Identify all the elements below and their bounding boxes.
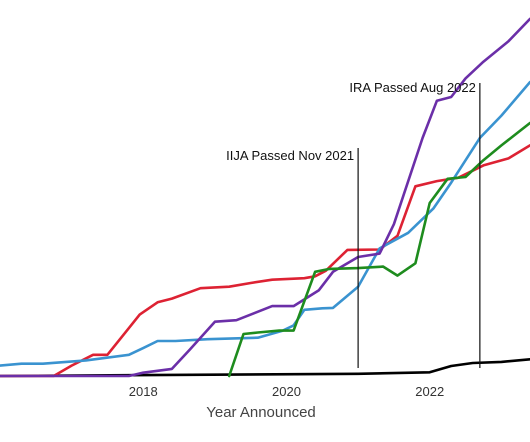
series-line-1 <box>0 357 530 378</box>
series-line-4 <box>0 17 530 378</box>
x-tick-label-2020: 2020 <box>272 384 301 399</box>
annotations-layer: IIJA Passed Nov 2021 IRA Passed Aug 2022 <box>226 80 481 368</box>
annotation-label-2: IRA Passed Aug 2022 <box>349 80 475 95</box>
x-tick-label-2018: 2018 <box>129 384 158 399</box>
series-line-3 <box>0 80 530 367</box>
series-layer <box>0 17 530 378</box>
annotation-label-1: IIJA Passed Nov 2021 <box>226 148 354 163</box>
series-line-2 <box>0 144 530 378</box>
x-tick-label-2022: 2022 <box>415 384 444 399</box>
x-axis-title: Year Announced <box>206 404 316 421</box>
x-axis-ticks: 2018 2020 2022 <box>129 384 444 399</box>
series-line-5 <box>227 121 530 378</box>
